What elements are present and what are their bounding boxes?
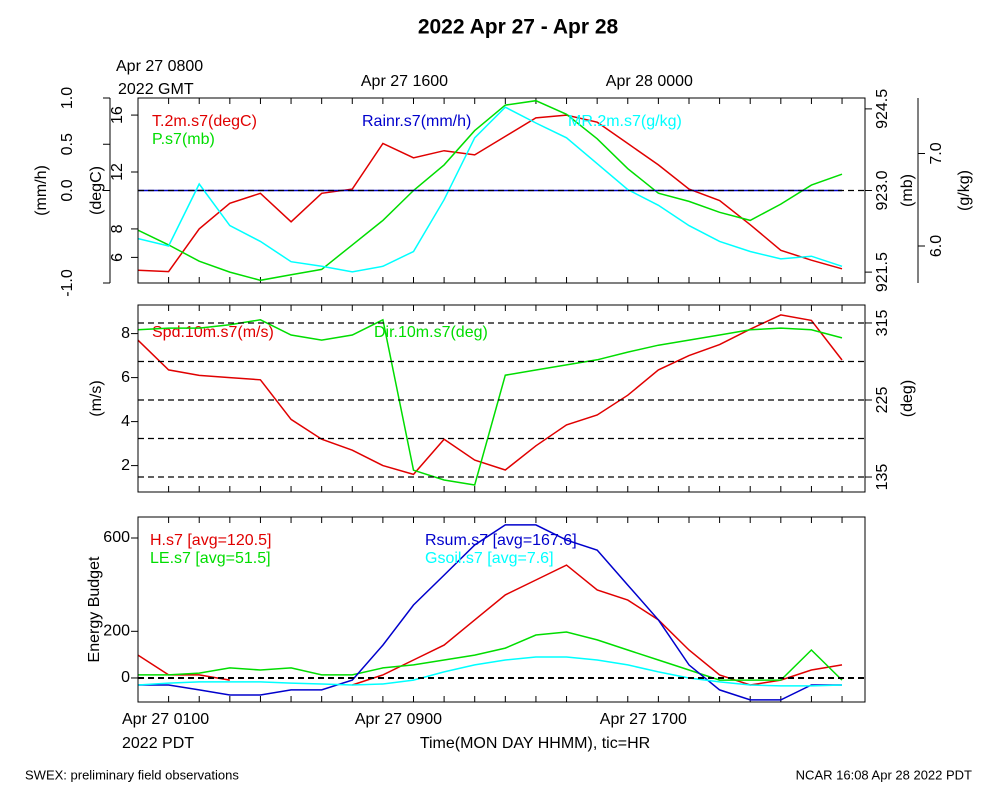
y-tick-label: 315 [874,310,891,337]
y-tick-label: 8 [109,224,126,233]
x-tick-label-top: Apr 27 0800 [116,58,203,75]
y-tick-label: 8 [121,325,130,342]
legend-entry: Rsum.s7 [avg=167.6] [425,532,577,549]
y-tick-label: 16 [109,106,126,124]
x-tick-label-top: Apr 28 0000 [606,73,693,90]
series-line [138,99,843,282]
plot-frame [137,97,866,284]
y-tick-label: -1.0 [59,269,76,297]
series-line [138,106,843,273]
chart-title: 2022 Apr 27 - Apr 28 [418,16,619,39]
axis-label: (degC) [88,166,105,215]
axis-label: (g/kg) [956,170,973,211]
plot-frame [137,516,866,703]
footer-right: NCAR 16:08 Apr 28 2022 PDT [796,767,972,782]
x-tick-label-top: Apr 27 1600 [361,73,448,90]
legend-entry: MR.2m.s7(g/kg) [568,113,682,130]
x-note-top: 2022 GMT [118,81,194,98]
y-tick-label: 7.0 [928,142,945,164]
y-tick-label: 0.0 [59,179,76,201]
series-line [138,314,843,476]
y-tick-label: 1.0 [59,87,76,109]
axis-label: (mb) [899,174,916,207]
axis-label: (deg) [899,380,916,417]
y-tick-label: 12 [109,163,126,181]
x-tick-label: Apr 27 1700 [600,711,687,728]
y-tick-label: 4 [121,413,130,430]
series-line [138,564,843,686]
y-tick-label: 2 [121,457,130,474]
legend-entry: LE.s7 [avg=51.5] [150,550,271,567]
x-note: 2022 PDT [122,735,194,752]
y-tick-label: 0.5 [59,133,76,155]
axis-label: Energy Budget [86,556,103,662]
x-tick-label: Apr 27 0100 [122,711,209,728]
y-tick-label: 924.5 [874,89,891,129]
axis-label: (mm/h) [33,165,50,216]
series-line [138,114,843,273]
plot-frame [137,304,866,493]
y-tick-label: 600 [103,529,130,546]
y-tick-label: 921.5 [874,252,891,292]
y-tick-label: 0 [121,669,130,686]
legend-entry: P.s7(mb) [152,131,215,148]
y-tick-label: 6.0 [928,235,945,257]
series-line [138,524,842,701]
series-line [138,656,843,687]
series-line [138,318,843,486]
y-tick-label: 6 [109,253,126,262]
legend-entry: Gsoil.s7 [avg=7.6] [425,550,554,567]
legend-entry: T.2m.s7(degC) [152,113,257,130]
legend-entry: Dir.10m.s7(deg) [374,324,488,341]
y-tick-label: 135 [874,464,891,491]
legend-entry: Rainr.s7(mm/h) [362,113,471,130]
series-line [138,631,843,681]
x-tick-label: Apr 27 0900 [355,711,442,728]
y-tick-label: 923.0 [874,170,891,210]
footer-left: SWEX: preliminary field observations [25,767,239,782]
y-tick-label: 200 [103,623,130,640]
legend-entry: H.s7 [avg=120.5] [150,532,271,549]
axis-label: (m/s) [88,380,105,416]
x-axis-label: Time(MON DAY HHMM), tic=HR [420,735,650,752]
y-tick-label: 225 [874,387,891,414]
y-tick-label: 6 [121,369,130,386]
